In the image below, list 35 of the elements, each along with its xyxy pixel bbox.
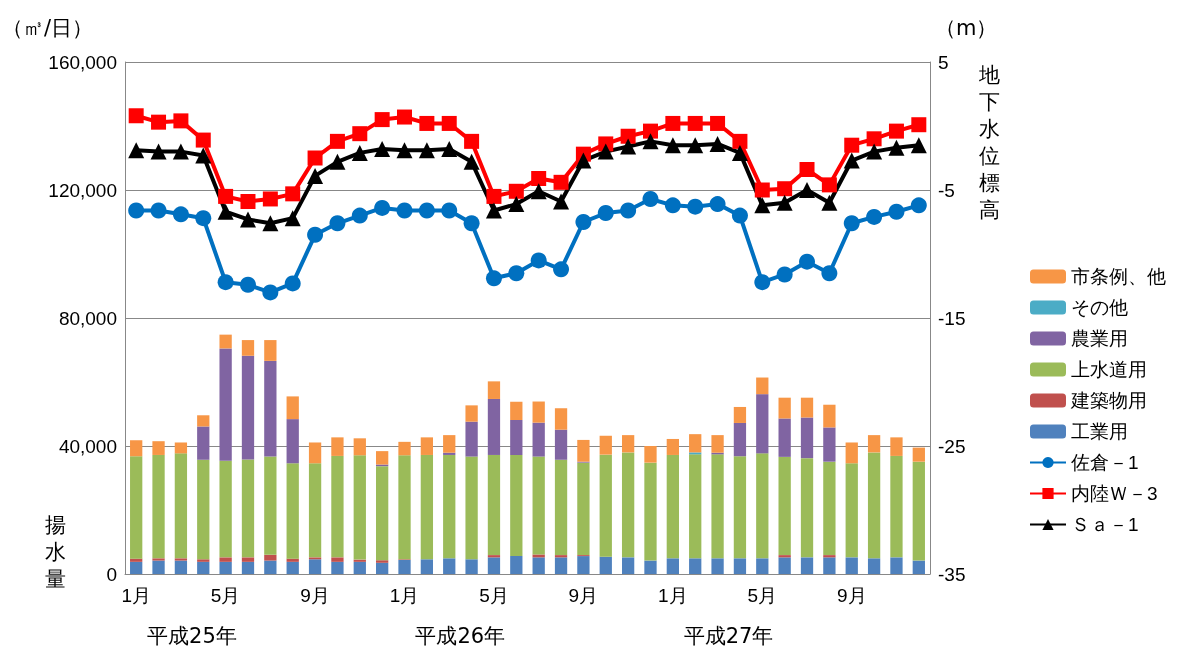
legend-label: 農業用 [1071,328,1128,349]
legend-label: 上水道用 [1071,359,1147,380]
text: 平成25年 [147,623,237,650]
text: （m） [935,15,998,42]
legend-label: 工業用 [1071,421,1128,442]
y2-tick-label: -15 [938,307,966,329]
text: 平成27年 [683,623,774,650]
legend-label: その他 [1071,297,1128,318]
y2-tick-label: -5 [938,179,955,201]
x-tick-label: 1月 [658,585,688,606]
x-tick-label: 5月 [210,585,241,606]
x-tick-label: 9月 [836,585,867,606]
x-tick-label: 5月 [479,585,509,606]
y2-tick-label: -25 [938,435,966,457]
legend-label: 市条例、他 [1071,266,1166,287]
x-tick-label: 1月 [389,585,420,606]
y-tick-label: 160,000 [48,51,117,73]
text: 平成26年 [415,623,506,650]
x-tick-label: 9月 [568,585,599,606]
x-tick-label: 9月 [300,585,330,606]
y-axis-title: 揚水量 [44,512,66,593]
y-tick-label: 120,000 [48,179,117,201]
y2-tick-label: 5 [938,51,949,73]
legend-label: 佐倉－1 [1071,452,1139,473]
y-tick-label: 80,000 [58,307,117,329]
y2-axis-title: 地下水位標高 [978,62,1000,224]
legend-label: 内陸Ｗ－3 [1071,483,1158,504]
y-tick-label: 40,000 [58,435,117,457]
legend-label: 建築物用 [1070,390,1147,411]
legend-label: Ｓａ－1 [1071,514,1139,535]
text: （㎥/日） [2,15,94,42]
x-tick-label: 5月 [747,585,778,606]
y2-tick-label: -35 [938,563,966,585]
y-tick-label: 0 [106,563,117,585]
x-tick-label: 1月 [121,585,151,606]
